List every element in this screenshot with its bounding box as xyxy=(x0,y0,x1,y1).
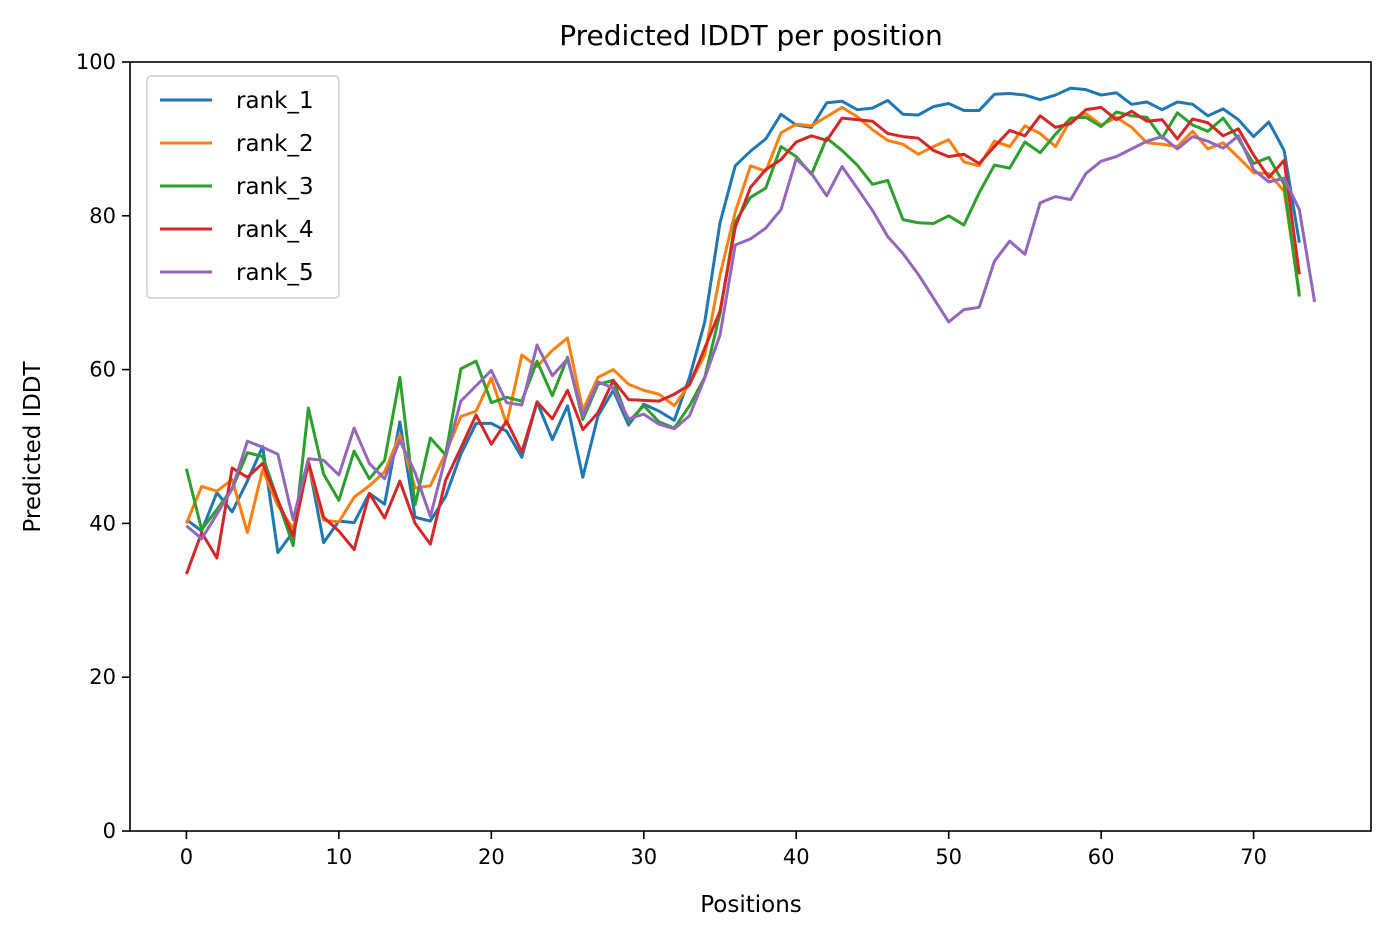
legend-label-rank-3: rank_3 xyxy=(236,174,314,200)
x-axis-label: Positions xyxy=(700,892,802,918)
x-tick-label: 70 xyxy=(1240,845,1267,869)
x-tick-label: 40 xyxy=(783,845,810,869)
legend-items: rank_1 rank_2 rank_3 rank_4 rank_5 xyxy=(160,88,314,286)
plot-frame xyxy=(129,61,1372,832)
legend-label-rank-5: rank_5 xyxy=(236,260,314,286)
legend-box xyxy=(146,75,340,299)
legend-label-rank-2: rank_2 xyxy=(236,131,314,157)
legend-label-rank-4: rank_4 xyxy=(236,217,314,243)
chart-title: Predicted lDDT per position xyxy=(559,19,943,52)
series-line-rank-5 xyxy=(185,134,1317,541)
y-tick-label: 0 xyxy=(103,819,116,843)
x-tick-label: 10 xyxy=(325,845,352,869)
x-axis-ticks: 0 10 20 30 40 50 60 70 xyxy=(180,831,1267,869)
x-tick-label: 50 xyxy=(935,845,962,869)
x-tick-label: 0 xyxy=(180,845,193,869)
x-tick-label: 30 xyxy=(630,845,657,869)
legend: rank_1 rank_2 rank_3 rank_4 rank_5 xyxy=(146,75,340,299)
y-tick-label: 40 xyxy=(89,511,116,535)
y-axis-ticks: 0 20 40 60 80 100 xyxy=(76,50,130,843)
y-tick-label: 20 xyxy=(89,665,116,689)
y-tick-label: 60 xyxy=(89,358,116,382)
x-tick-label: 20 xyxy=(478,845,505,869)
plot-area: 0 10 20 30 40 50 60 70 0 20 40 60 80 100 xyxy=(76,50,1372,869)
y-tick-label: 100 xyxy=(76,50,116,74)
legend-label-rank-1: rank_1 xyxy=(236,88,314,114)
y-tick-label: 80 xyxy=(89,204,116,228)
series-lines xyxy=(184,86,1317,575)
y-axis-label: Predicted lDDT xyxy=(20,360,46,532)
series-line-rank-4 xyxy=(185,105,1301,575)
x-tick-label: 60 xyxy=(1088,845,1115,869)
